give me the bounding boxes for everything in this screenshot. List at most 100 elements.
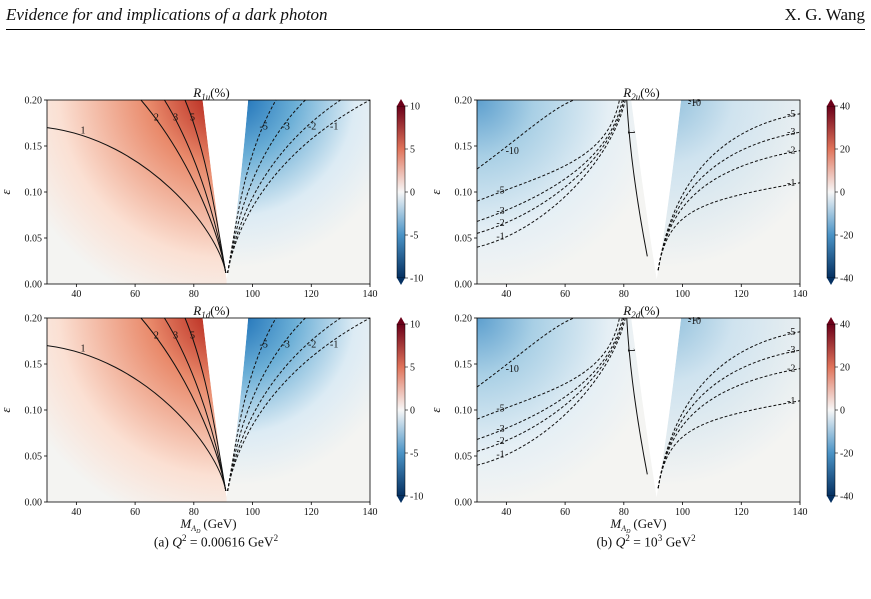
contour-label: -5 — [260, 340, 268, 351]
resonance-gap — [631, 100, 682, 280]
resonance-gap — [202, 318, 249, 498]
x-tick-label: 140 — [793, 289, 808, 300]
contour-line — [657, 113, 801, 271]
contour-line — [184, 317, 227, 492]
left-region-fill — [47, 318, 227, 502]
contour-line — [626, 317, 648, 475]
contour-line — [476, 317, 620, 420]
contour-line — [476, 99, 575, 170]
contour-label: 1 — [80, 125, 85, 136]
contour-label: -3 — [787, 345, 795, 356]
plot-panel-r2u: -1 -2 -3 -5 -10 -1 -2 -3 -5 -10 1 40 60 80 100 120 140 0.… — [428, 80, 860, 300]
colorbar-tick-label: -40 — [840, 492, 853, 503]
contour-line — [46, 127, 227, 274]
left-region-fill — [477, 100, 657, 284]
contour-label: -5 — [496, 186, 504, 197]
contour-line — [227, 99, 371, 274]
chart-title: R1d(%) — [192, 303, 229, 320]
contour-label: -10 — [688, 316, 701, 327]
colorbar-tick-label: 0 — [840, 406, 845, 417]
running-author: X. G. Wang — [784, 5, 865, 24]
y-tick-label: 0.10 — [25, 188, 43, 199]
contour-line — [476, 99, 623, 222]
colorbar-tick-label: 20 — [840, 145, 850, 156]
colorbar — [826, 105, 836, 279]
caption-b-value-sup: 3 — [657, 533, 663, 543]
contour-label: 1 — [80, 343, 85, 354]
contour-line — [688, 99, 701, 103]
contour-line — [184, 99, 227, 274]
contour-label: -2 — [787, 364, 795, 375]
contour-line — [476, 99, 620, 202]
contour-label: -2 — [308, 340, 316, 351]
contour-label: 2 — [154, 330, 159, 341]
colorbar-extend-bottom — [827, 278, 835, 285]
colorbar-tick-label: -10 — [410, 492, 423, 503]
y-axis-label: ε — [0, 407, 13, 413]
plot-panel-r2d: -1 -2 -3 -5 -10 -1 -2 -3 -5 -10 1 40 60 80 100 120 140 0.… — [428, 298, 860, 535]
contour-label: 2 — [154, 112, 159, 123]
contour-label: -1 — [787, 396, 795, 407]
resonance-gap — [202, 100, 249, 280]
colorbar-tick-label: -5 — [410, 449, 418, 460]
contour-line — [657, 400, 801, 489]
colorbar-tick-label: 0 — [410, 406, 415, 417]
contour-label: -1 — [496, 450, 504, 461]
x-tick-label: 80 — [189, 289, 199, 300]
y-tick-label: 0.15 — [455, 142, 473, 153]
caption-b-prefix: (b) — [596, 534, 616, 550]
colorbar-tick-label: -5 — [410, 231, 418, 242]
contour-line — [476, 99, 625, 234]
contour-line — [227, 317, 371, 492]
colorbar — [396, 323, 406, 497]
contour-label: -5 — [787, 109, 795, 120]
x-tick-label: 100 — [245, 289, 260, 300]
contour-label: -2 — [787, 146, 795, 157]
contour-line — [227, 99, 277, 274]
contour-label: -1 — [496, 232, 504, 243]
x-axis-label: MAD(GeV) — [179, 516, 236, 535]
contour-label: 3 — [173, 112, 178, 123]
left-region-fill — [477, 318, 657, 502]
x-tick-label: 80 — [619, 289, 629, 300]
colorbar-extend-bottom — [397, 496, 405, 503]
chart-svg: 12 3 5-1-2-3-540 60 80 100 120 1400.000.050.100… — [0, 303, 423, 535]
left-region-fill — [47, 100, 227, 284]
contour-label: -1 — [330, 122, 338, 133]
colorbar — [826, 323, 836, 497]
contour-label: 5 — [190, 112, 195, 123]
y-axis-label: ε — [0, 189, 13, 195]
colorbar-tick-label: -20 — [840, 449, 853, 460]
contour-label: -5 — [260, 122, 268, 133]
x-tick-label: 140 — [363, 289, 378, 300]
contour-label: -3 — [496, 424, 504, 435]
caption-b-value: = 10 — [629, 534, 658, 550]
y-tick-label: 0.20 — [25, 314, 43, 325]
colorbar-tick-label: 10 — [410, 102, 420, 113]
right-region-fill — [226, 318, 370, 502]
caption-a-var: Q — [172, 534, 182, 550]
y-tick-label: 0.05 — [25, 452, 43, 463]
x-tick-label: 60 — [560, 507, 570, 518]
right-region-fill — [656, 318, 800, 502]
colorbar-extend-top — [397, 99, 405, 106]
x-tick-label: 40 — [71, 289, 81, 300]
contour-label: -3 — [282, 122, 290, 133]
colorbar-tick-label: 40 — [840, 102, 850, 113]
contour-label: -5 — [787, 327, 795, 338]
colorbar-extend-bottom — [397, 278, 405, 285]
x-tick-label: 120 — [734, 507, 749, 518]
chart-title: R2u(%) — [622, 85, 659, 102]
contour-line — [657, 331, 801, 489]
y-tick-label: 0.20 — [25, 96, 43, 107]
colorbar-tick-label: 10 — [410, 320, 420, 331]
contour-label: 5 — [190, 330, 195, 341]
y-tick-label: 0.10 — [25, 406, 43, 417]
contour-line — [476, 317, 626, 466]
colorbar-tick-label: 5 — [410, 363, 415, 374]
caption-b-var: Q — [615, 534, 626, 550]
colorbar-tick-label: 40 — [840, 320, 850, 331]
contour-label: -10 — [506, 364, 519, 375]
y-tick-label: 0.20 — [455, 96, 473, 107]
caption-b-sup: 2 — [625, 533, 630, 543]
